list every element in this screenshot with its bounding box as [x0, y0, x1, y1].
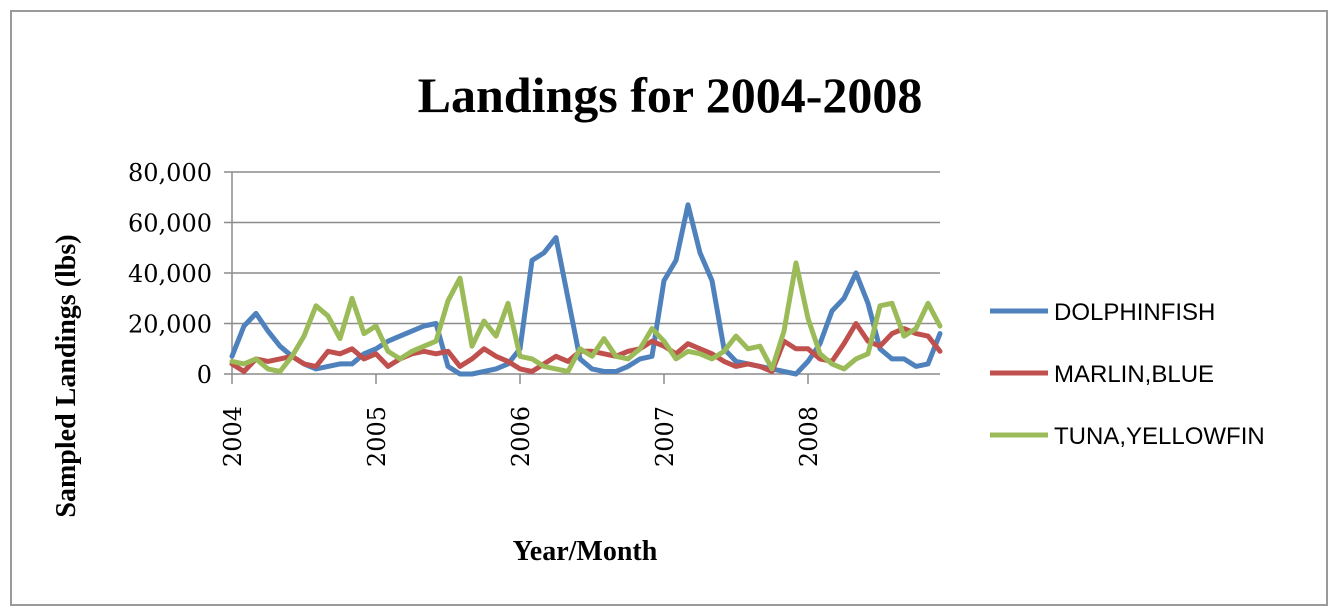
x-tick-label: 2007: [651, 406, 679, 467]
y-tick-label: 20,000: [128, 311, 212, 339]
chart-title: Landings for 2004-2008: [418, 67, 923, 123]
x-axis-ticks: 2004 2005 2006 2007 2008: [219, 374, 823, 467]
legend: DOLPHINFISH MARLIN,BLUE TUNA,YELLOWFIN: [990, 299, 1265, 450]
y-tick-label: 0: [197, 361, 212, 389]
y-tick-label: 40,000: [128, 260, 212, 288]
y-axis-title: Sampled Landings (lbs): [51, 234, 82, 517]
series-line-dolphinfish: [229, 202, 943, 377]
gridlines: [224, 171, 940, 375]
legend-label-dolphinfish: DOLPHINFISH: [1054, 299, 1215, 326]
y-tick-label: 80,000: [128, 159, 212, 187]
x-tick-label: 2008: [795, 406, 823, 467]
y-axis-ticks: 0 20,000 40,000 60,000 80,000: [128, 159, 212, 389]
series-line-tuna-yellowfin: [229, 260, 943, 374]
x-axis-title: Year/Month: [513, 536, 658, 567]
x-tick-label: 2004: [219, 406, 247, 467]
chart-frame: [10, 10, 1328, 606]
x-tick-label: 2005: [363, 406, 391, 467]
legend-label-marlin-blue: MARLIN,BLUE: [1054, 361, 1214, 388]
series-lines: [229, 202, 943, 377]
y-tick-label: 60,000: [128, 210, 212, 238]
x-tick-label: 2006: [507, 406, 535, 467]
legend-label-tuna-yellowfin: TUNA,YELLOWFIN: [1054, 423, 1265, 450]
